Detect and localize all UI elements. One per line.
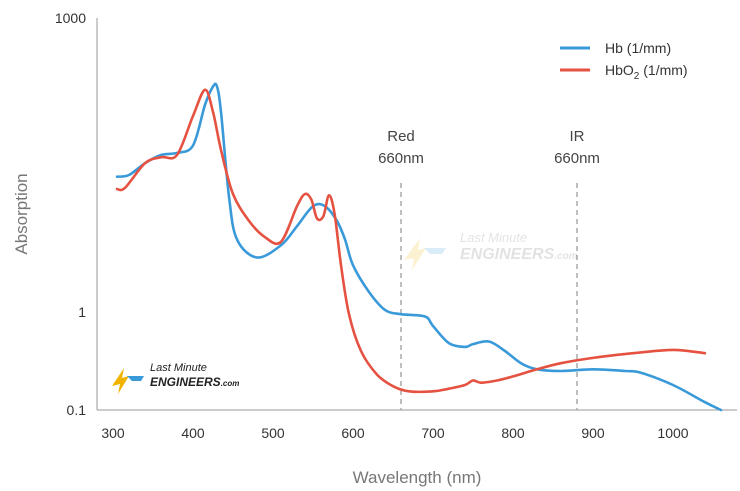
- legend-entry: HbO2 (1/mm): [605, 62, 688, 82]
- y-tick-label: 1: [78, 304, 86, 320]
- x-tick-label: 500: [261, 425, 285, 441]
- x-tick-label: 900: [581, 425, 605, 441]
- x-tick-label: 700: [421, 425, 445, 441]
- legend: Hb (1/mm) HbO2 (1/mm): [560, 40, 688, 82]
- x-tick-label: 300: [101, 425, 125, 441]
- x-tick-label: 1000: [657, 425, 688, 441]
- annotation-label: IR: [570, 128, 585, 145]
- logo-line1: Last Minute: [150, 362, 207, 374]
- logo-suffix: .com: [220, 379, 240, 388]
- annotation-wavelength: 660nm: [378, 150, 424, 167]
- annotation-label: Red: [387, 128, 415, 145]
- lightning-bolt-icon: [112, 368, 144, 394]
- watermark-brand: ENGINEERS: [460, 246, 555, 263]
- watermark-logo: Last Minute ENGINEERS.com: [398, 230, 598, 274]
- watermark-suffix: .com: [554, 251, 578, 262]
- axes: 300 400 500 600 700 800 900 1000 0.1 1 1000 Wavelen…: [12, 10, 737, 487]
- lightning-bolt-icon: [404, 238, 446, 270]
- hbo2-series-line: [115, 88, 707, 394]
- watermark-line1: Last Minute: [460, 230, 528, 245]
- y-tick-label: 0.1: [67, 402, 87, 418]
- x-axis-title: Wavelength (nm): [353, 468, 482, 487]
- logo-brand: ENGINEERS: [150, 375, 221, 389]
- watermark-line2: ENGINEERS.com: [460, 246, 578, 264]
- x-tick-label: 600: [341, 425, 365, 441]
- series-lines: [115, 82, 723, 412]
- brand-logo: Last Minute ENGINEERS.com: [108, 362, 248, 398]
- legend-entry: Hb (1/mm): [605, 40, 671, 56]
- x-tick-label: 400: [181, 425, 205, 441]
- logo-line2: ENGINEERS.com: [150, 375, 239, 389]
- x-tick-label: 800: [501, 425, 525, 441]
- y-tick-label: 1000: [55, 10, 86, 26]
- annotation-wavelength: 660nm: [554, 150, 600, 167]
- annotations: Red 660nm IR 660nm: [378, 128, 600, 410]
- y-axis-title: Absorption: [12, 173, 31, 254]
